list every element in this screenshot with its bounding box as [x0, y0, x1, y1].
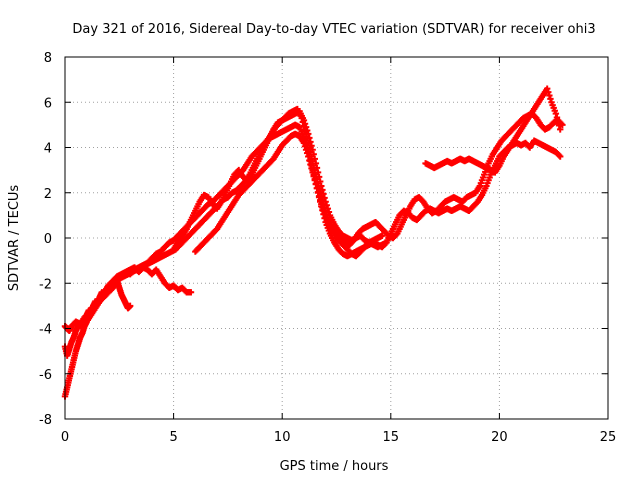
x-axis-label: GPS time / hours [280, 459, 389, 474]
y-tick-label: -4 [39, 323, 52, 338]
data-point [393, 231, 400, 238]
y-axis-label: SDTVAR / TECUs [7, 185, 22, 292]
data-point [303, 149, 311, 157]
y-tick-label: 0 [44, 232, 52, 247]
data-point [321, 211, 328, 218]
data-point [300, 139, 308, 147]
data-point [321, 194, 328, 202]
y-tick-label: 6 [44, 96, 52, 111]
data-point [318, 200, 325, 208]
data-point [317, 178, 324, 185]
data-point [187, 289, 195, 296]
data-point [322, 198, 329, 205]
data-marks [61, 85, 566, 400]
x-tick-label: 15 [383, 430, 400, 445]
data-point [319, 186, 326, 194]
data-point [315, 192, 323, 200]
data-point [305, 153, 312, 160]
data-point [308, 165, 315, 172]
y-tick-label: 4 [44, 142, 52, 157]
data-point [553, 114, 561, 121]
y-tick-label: 8 [44, 51, 52, 66]
data-point [545, 88, 552, 96]
grid-lines [65, 57, 608, 419]
data-point [555, 122, 563, 129]
data-point [325, 208, 333, 216]
data-point [309, 169, 316, 176]
x-tick-label: 0 [61, 430, 69, 445]
x-tick-label: 5 [169, 430, 177, 445]
data-point [306, 134, 313, 142]
data-point [301, 143, 309, 150]
data-point [302, 146, 310, 153]
y-tick-label: -8 [39, 413, 52, 428]
data-point [557, 153, 564, 160]
data-point [307, 161, 314, 168]
series-A [61, 277, 134, 359]
data-point [315, 173, 323, 181]
y-tick-label: -2 [39, 277, 52, 292]
data-point [312, 181, 320, 188]
data-point [313, 185, 321, 192]
data-point [126, 302, 134, 310]
data-point [324, 205, 332, 212]
data-point [314, 188, 322, 196]
data-point [554, 118, 562, 125]
chart-title: Day 321 of 2016, Sidereal Day-to-day VTE… [72, 22, 595, 37]
data-point [546, 92, 553, 99]
data-point [552, 110, 560, 117]
x-tick-label: 20 [491, 430, 508, 445]
data-point [311, 177, 318, 184]
data-point [318, 182, 325, 190]
x-tick-label: 10 [274, 430, 291, 445]
data-point [311, 155, 318, 163]
y-tick-label: 2 [44, 187, 52, 202]
data-point [310, 173, 317, 180]
data-point [555, 152, 563, 159]
data-point [320, 207, 327, 215]
series-B [61, 264, 195, 400]
data-point [303, 127, 311, 134]
x-tick-label: 25 [600, 430, 617, 445]
data-point [557, 126, 564, 133]
data-point [320, 190, 327, 198]
data-point [314, 169, 322, 176]
data-point [319, 204, 326, 211]
data-point [308, 142, 315, 150]
data-point [305, 130, 312, 138]
data-point [310, 151, 317, 158]
axis-ticks: 0 5 10 15 20 25 -8 -6 -4 -2 0 2 4 6 8 [39, 51, 616, 445]
data-point [313, 164, 321, 172]
data-point [306, 157, 313, 164]
data-point [307, 138, 314, 146]
series-G [422, 85, 564, 176]
data-point [543, 85, 551, 92]
data-point [301, 120, 309, 127]
data-point [300, 117, 308, 124]
series-C [61, 105, 566, 334]
data-point [312, 160, 320, 167]
y-tick-label: -6 [39, 368, 52, 383]
data-point [378, 232, 386, 239]
series-F [192, 130, 386, 260]
data-point [383, 239, 390, 246]
data-point [323, 201, 330, 209]
data-point [302, 123, 310, 131]
data-point [317, 196, 324, 204]
data-point [547, 95, 554, 103]
data-point [309, 146, 316, 153]
